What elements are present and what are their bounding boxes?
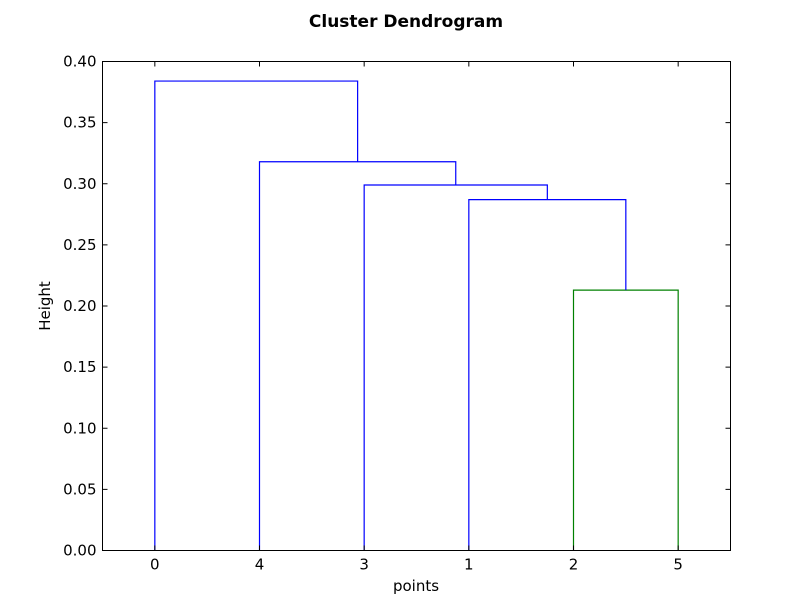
chart-title: Cluster Dendrogram bbox=[309, 12, 503, 32]
x-tick-label: 3 bbox=[359, 556, 369, 574]
y-tick-label: 0.25 bbox=[63, 236, 96, 254]
x-tick-label: 0 bbox=[150, 556, 160, 574]
dendrogram-link-3 bbox=[258, 161, 457, 551]
x-tick-label: 4 bbox=[255, 556, 265, 574]
y-tick-label: 0.35 bbox=[63, 114, 96, 132]
x-tick-label: 1 bbox=[464, 556, 474, 574]
dendrogram-link-0 bbox=[572, 289, 679, 551]
dendrogram-link-2 bbox=[363, 184, 548, 551]
y-tick-label: 0.10 bbox=[63, 419, 96, 437]
y-axis-label: Height bbox=[36, 281, 54, 331]
y-tick-label: 0.40 bbox=[63, 53, 96, 71]
x-tick-label: 5 bbox=[673, 556, 683, 574]
y-tick-label: 0.30 bbox=[63, 175, 96, 193]
y-tick-label: 0.00 bbox=[63, 542, 96, 560]
plot-frame bbox=[102, 61, 731, 551]
x-axis-ticks: 0 4 3 1 2 5 bbox=[150, 61, 683, 574]
y-tick-label: 0.20 bbox=[63, 297, 96, 315]
y-tick-label: 0.15 bbox=[63, 358, 96, 376]
dendrogram-link-4 bbox=[154, 80, 359, 551]
x-axis-label: points bbox=[393, 577, 439, 595]
y-axis-ticks: 0.00 0.05 0.10 0.15 0.20 0.25 0.30 0.35 0.40 bbox=[63, 53, 731, 560]
dendrogram-link-1 bbox=[468, 199, 627, 551]
dendrogram-links bbox=[154, 80, 679, 551]
x-tick-label: 2 bbox=[569, 556, 579, 574]
y-tick-label: 0.05 bbox=[63, 480, 96, 498]
